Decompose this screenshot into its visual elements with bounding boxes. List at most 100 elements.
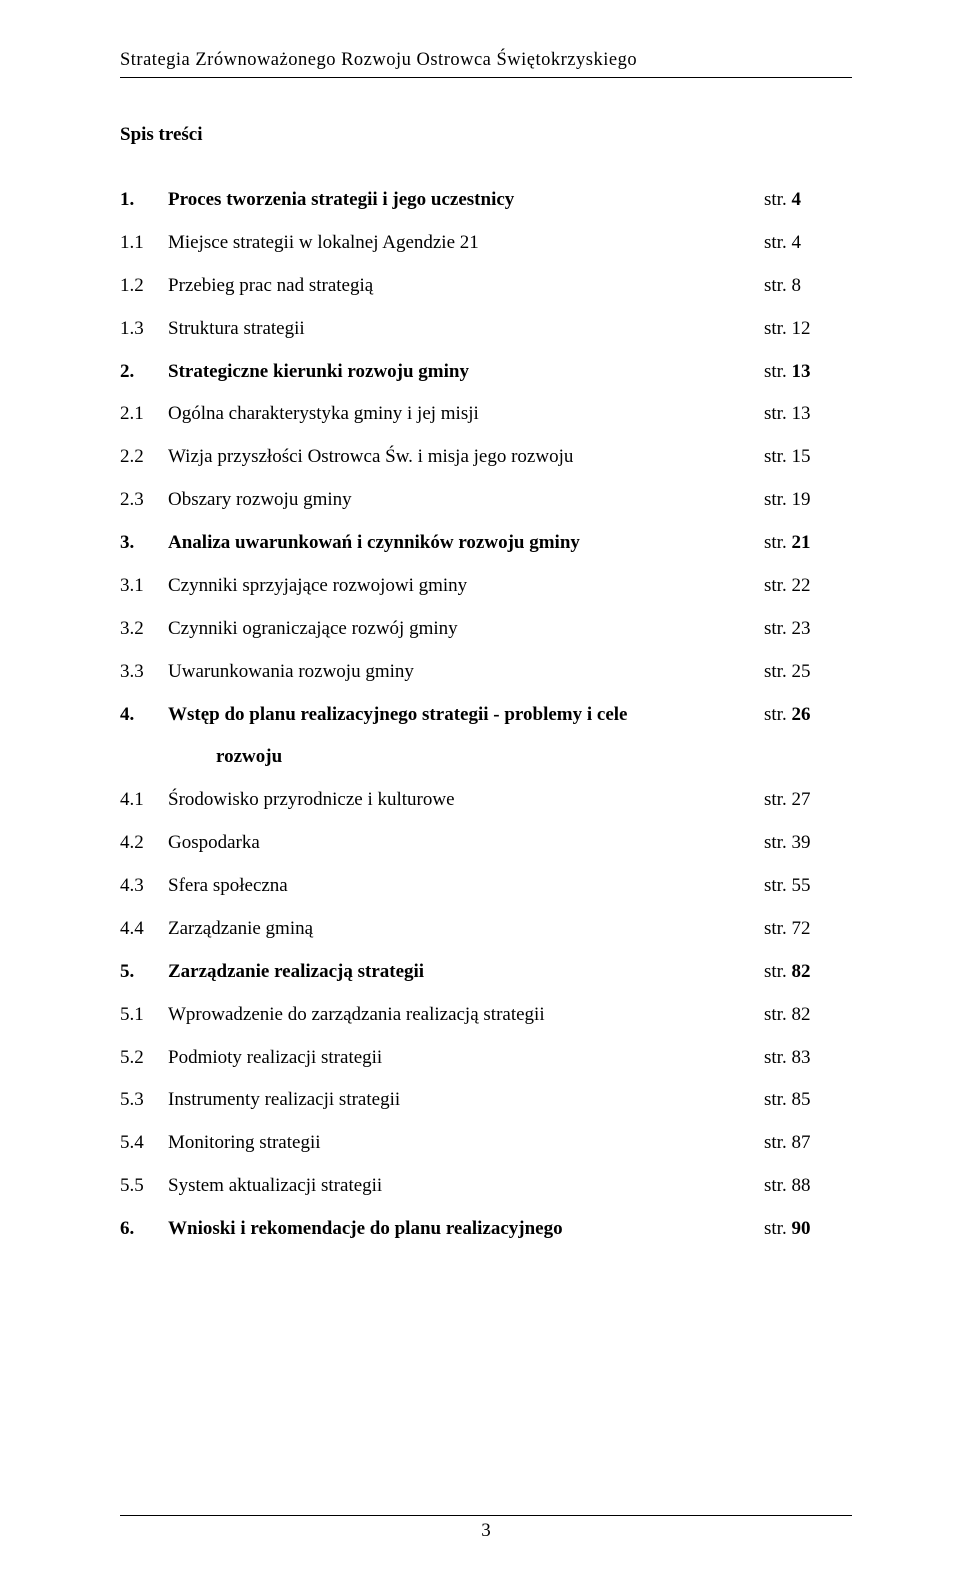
- page-prefix: str.: [764, 875, 791, 896]
- toc-page-number: 12: [791, 318, 810, 339]
- toc-row: 5.3Instrumenty realizacji strategiistr. …: [120, 1088, 852, 1113]
- toc-number: 5.: [120, 960, 168, 985]
- toc-number: 4.2: [120, 831, 168, 856]
- toc-page-ref: str. 82: [764, 960, 852, 985]
- toc-page-ref: str. 85: [764, 1088, 852, 1113]
- toc-page-number: 90: [791, 1218, 810, 1239]
- toc-number-empty: [120, 745, 168, 770]
- page-prefix: str.: [764, 575, 791, 596]
- toc-title-text: Zarządzanie realizacją strategii: [168, 960, 764, 985]
- toc-row: 1.Proces tworzenia strategii i jego ucze…: [120, 188, 852, 213]
- toc-row: 5.2Podmioty realizacji strategiistr. 83: [120, 1046, 852, 1071]
- toc-title-continuation: rozwoju: [168, 745, 764, 770]
- page-header: Strategia Zrównoważonego Rozwoju Ostrowc…: [120, 50, 852, 78]
- page-prefix: str.: [764, 403, 791, 424]
- toc-page-ref: str. 88: [764, 1174, 852, 1199]
- toc-page-ref: str. 8: [764, 274, 852, 299]
- page-prefix: str.: [764, 189, 791, 210]
- toc-page-number: 82: [791, 1004, 810, 1025]
- toc-number: 6.: [120, 1217, 168, 1242]
- toc-row: 4.4Zarządzanie gminąstr. 72: [120, 917, 852, 942]
- toc-number: 2.3: [120, 488, 168, 513]
- page-prefix: str.: [764, 961, 791, 982]
- toc-row: 5.Zarządzanie realizacją strategiistr. 8…: [120, 960, 852, 985]
- toc-page-number: 83: [791, 1047, 810, 1068]
- toc-number: 5.2: [120, 1046, 168, 1071]
- page-prefix: str.: [764, 789, 791, 810]
- toc-number: 5.4: [120, 1131, 168, 1156]
- toc-row: 3.2Czynniki ograniczające rozwój gminyst…: [120, 617, 852, 642]
- toc-title-text: Obszary rozwoju gminy: [168, 488, 764, 513]
- page-prefix: str.: [764, 1132, 791, 1153]
- toc-title-text: Wizja przyszłości Ostrowca Św. i misja j…: [168, 445, 764, 470]
- toc-number: 5.1: [120, 1003, 168, 1028]
- toc-row: 4.2Gospodarkastr. 39: [120, 831, 852, 856]
- toc-row: 5.4Monitoring strategiistr. 87: [120, 1131, 852, 1156]
- toc-row: 4.Wstęp do planu realizacyjnego strategi…: [120, 703, 852, 728]
- toc-page-number: 27: [791, 789, 810, 810]
- page-prefix: str.: [764, 232, 791, 253]
- toc-page-number: 88: [791, 1175, 810, 1196]
- toc-page-ref: str. 26: [764, 703, 852, 728]
- toc-page-ref: str. 55: [764, 874, 852, 899]
- toc-page-ref: str. 13: [764, 402, 852, 427]
- toc-page-ref: str. 87: [764, 1131, 852, 1156]
- toc-number: 3.3: [120, 660, 168, 685]
- toc-page-ref: str. 23: [764, 617, 852, 642]
- toc-title-text: Gospodarka: [168, 831, 764, 856]
- toc-page-number: 4: [791, 189, 801, 210]
- toc-title-text: Wstęp do planu realizacyjnego strategii …: [168, 703, 764, 728]
- toc-page-number: 25: [791, 661, 810, 682]
- toc-page-ref: str. 22: [764, 574, 852, 599]
- toc-row: 3.Analiza uwarunkowań i czynników rozwoj…: [120, 531, 852, 556]
- toc-page-ref: str. 19: [764, 488, 852, 513]
- toc-page-ref: str. 25: [764, 660, 852, 685]
- toc-page-number: 8: [791, 275, 801, 296]
- toc-title-text: Czynniki ograniczające rozwój gminy: [168, 617, 764, 642]
- toc-page-ref: str. 15: [764, 445, 852, 470]
- toc-page-empty: [764, 745, 852, 770]
- toc-number: 5.3: [120, 1088, 168, 1113]
- toc-number: 4.: [120, 703, 168, 728]
- toc-page-number: 23: [791, 618, 810, 639]
- page-prefix: str.: [764, 532, 791, 553]
- toc-number: 2.2: [120, 445, 168, 470]
- toc-title-text: Czynniki sprzyjające rozwojowi gminy: [168, 574, 764, 599]
- page-prefix: str.: [764, 918, 791, 939]
- page-prefix: str.: [764, 704, 791, 725]
- toc-number: 1.3: [120, 317, 168, 342]
- toc-title-text: Struktura strategii: [168, 317, 764, 342]
- toc-page-number: 55: [791, 875, 810, 896]
- page-prefix: str.: [764, 618, 791, 639]
- toc-page-number: 22: [791, 575, 810, 596]
- toc-row: 2.1Ogólna charakterystyka gminy i jej mi…: [120, 402, 852, 427]
- toc-number: 1.1: [120, 231, 168, 256]
- toc-row: 4.1Środowisko przyrodnicze i kulturowest…: [120, 788, 852, 813]
- toc-title-text: Zarządzanie gminą: [168, 917, 764, 942]
- toc-row: 1.1Miejsce strategii w lokalnej Agendzie…: [120, 231, 852, 256]
- toc-number: 1.2: [120, 274, 168, 299]
- toc-row: 2.3Obszary rozwoju gminystr. 19: [120, 488, 852, 513]
- page-prefix: str.: [764, 318, 791, 339]
- page-number: 3: [481, 1520, 491, 1541]
- table-of-contents: 1.Proces tworzenia strategii i jego ucze…: [120, 188, 852, 1242]
- toc-page-number: 13: [791, 361, 810, 382]
- toc-page-ref: str. 21: [764, 531, 852, 556]
- toc-row: 6.Wnioski i rekomendacje do planu realiz…: [120, 1217, 852, 1242]
- toc-page-number: 39: [791, 832, 810, 853]
- toc-row: 5.5System aktualizacji strategiistr. 88: [120, 1174, 852, 1199]
- toc-page-ref: str. 39: [764, 831, 852, 856]
- toc-page-number: 26: [791, 704, 810, 725]
- toc-page-ref: str. 83: [764, 1046, 852, 1071]
- toc-title-text: Wprowadzenie do zarządzania realizacją s…: [168, 1003, 764, 1028]
- toc-title-text: System aktualizacji strategii: [168, 1174, 764, 1199]
- toc-number: 4.3: [120, 874, 168, 899]
- page-prefix: str.: [764, 275, 791, 296]
- page-prefix: str.: [764, 1004, 791, 1025]
- page-prefix: str.: [764, 361, 791, 382]
- page-prefix: str.: [764, 832, 791, 853]
- toc-row: 3.1Czynniki sprzyjające rozwojowi gminys…: [120, 574, 852, 599]
- toc-page-ref: str. 82: [764, 1003, 852, 1028]
- toc-title-text: Monitoring strategii: [168, 1131, 764, 1156]
- page-prefix: str.: [764, 446, 791, 467]
